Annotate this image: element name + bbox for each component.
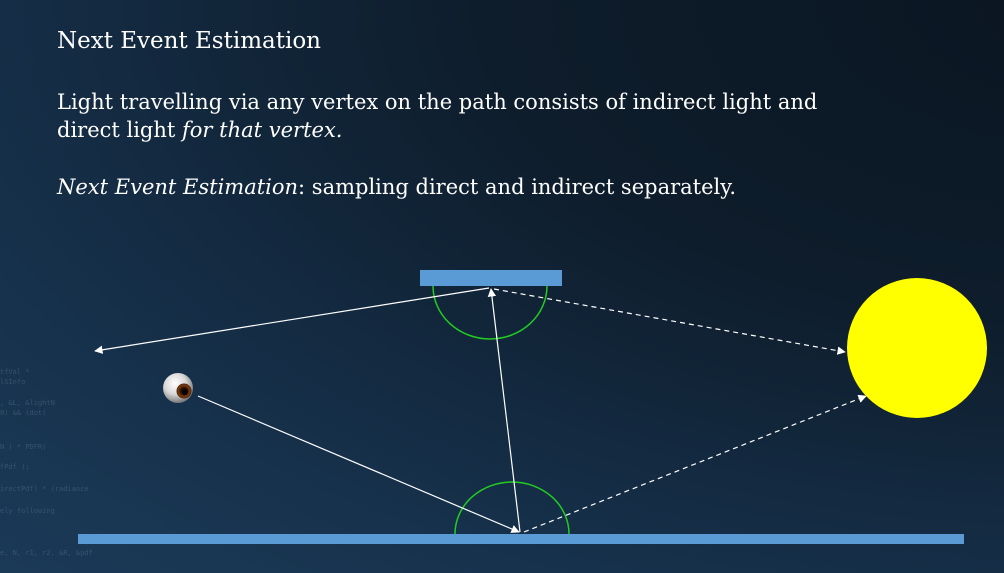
paragraph-emphasis: Next Event Estimation (57, 175, 299, 199)
paragraph-text: : sampling direct and indirect separatel… (298, 175, 736, 199)
paragraph-direct-indirect: Light travelling via any vertex on the p… (57, 88, 877, 144)
outgoing-bounce-ray (94, 287, 490, 354)
code-line: 0) && (dot( (0, 409, 47, 417)
code-line: e, N, r1, r2, &R, &pdf (0, 549, 93, 557)
top-hemisphere (432, 285, 548, 340)
shadow-ray-floor (523, 394, 867, 533)
top-surface (420, 270, 562, 286)
camera-ray (197, 395, 520, 533)
code-line: , &L, &lightN (0, 399, 55, 407)
slide-title: Next Event Estimation (57, 28, 321, 54)
code-line: lSInfo (0, 378, 26, 386)
code-line: ely following (0, 507, 55, 515)
floor-hemisphere (454, 481, 570, 535)
floor-surface (78, 534, 964, 544)
shadow-ray-top (493, 288, 846, 355)
paragraph-emphasis: for that vertex. (182, 118, 343, 142)
indirect-bounce-ray (487, 288, 521, 533)
sun-icon (847, 278, 987, 418)
code-line: tfVal * (0, 368, 30, 376)
paragraph-text: Light travelling via any vertex on the p… (57, 90, 818, 142)
paragraph-nee-definition: Next Event Estimation: sampling direct a… (57, 173, 877, 201)
eye-icon (163, 373, 193, 403)
code-line: fPdf ); (0, 463, 30, 471)
code-line: irectPdf) * (radiance (0, 485, 89, 493)
code-line: N ) * PDFR( (0, 443, 47, 451)
